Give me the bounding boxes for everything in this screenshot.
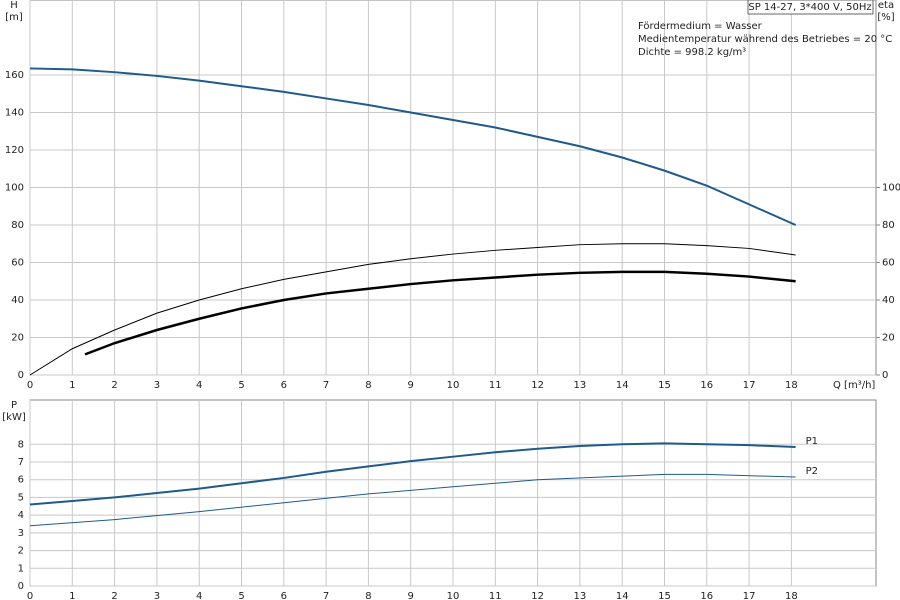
- y-tick-label: 0: [18, 581, 24, 592]
- x-tick-label: 1: [69, 591, 75, 600]
- y2-axis-label: eta: [878, 0, 894, 11]
- x-tick-label: 3: [154, 380, 160, 391]
- series-line: [29, 67, 797, 226]
- x-tick-label: 15: [658, 380, 671, 391]
- x-tick-label: 1: [69, 380, 75, 391]
- y-axis-unit: [kW]: [2, 412, 26, 423]
- series-line: [29, 442, 796, 506]
- x-tick-label: 5: [238, 591, 244, 600]
- x-tick-label: 13: [574, 591, 587, 600]
- x-tick-label: 4: [196, 380, 202, 391]
- y2-tick-label: 40: [882, 295, 895, 306]
- x-tick-label: 13: [574, 380, 587, 391]
- x-tick-label: 14: [616, 591, 629, 600]
- x-tick-label: 7: [323, 591, 329, 600]
- x-tick-label: 18: [785, 380, 798, 391]
- x-tick-label: 9: [408, 380, 414, 391]
- x-tick-label: 2: [111, 591, 117, 600]
- y-tick-label: 2: [18, 546, 24, 557]
- series-label: P1: [806, 436, 818, 447]
- x-tick-label: 9: [408, 591, 414, 600]
- y-tick-label: 8: [18, 439, 24, 450]
- series-line: [84, 270, 796, 356]
- x-tick-label: 2: [111, 380, 117, 391]
- x-tick-label: 6: [281, 591, 287, 600]
- x-tick-label: 18: [785, 591, 798, 600]
- x-tick-label: 8: [365, 591, 371, 600]
- y2-tick-label: 0: [882, 370, 888, 381]
- y-axis-label: P: [11, 400, 17, 411]
- y-tick-label: 4: [18, 510, 24, 521]
- y-tick-label: 120: [5, 145, 24, 156]
- y2-axis-unit: [%]: [877, 12, 894, 23]
- x-tick-label: 0: [27, 380, 33, 391]
- x-tick-label: 10: [447, 380, 460, 391]
- x-tick-label: 14: [616, 380, 629, 391]
- x-tick-label: 8: [365, 380, 371, 391]
- y-tick-label: 100: [5, 183, 24, 194]
- x-tick-label: 4: [196, 591, 202, 600]
- y-tick-label: 20: [11, 333, 24, 344]
- x-tick-label: 7: [323, 380, 329, 391]
- series-line: [29, 473, 796, 527]
- x-tick-label: 3: [154, 591, 160, 600]
- y-axis-label: H: [10, 0, 18, 11]
- y-tick-label: 5: [18, 492, 24, 503]
- series-label: P2: [806, 466, 818, 477]
- y-tick-label: 60: [11, 258, 24, 269]
- y2-tick-label: 60: [882, 258, 895, 269]
- x-tick-label: 0: [27, 591, 33, 600]
- y-tick-label: 140: [5, 108, 24, 119]
- chart-title: SP 14-27, 3*400 V, 50Hz: [748, 2, 871, 13]
- x-tick-label: 10: [447, 591, 460, 600]
- y-axis-unit: [m]: [5, 12, 23, 23]
- x-tick-label: 12: [531, 380, 544, 391]
- y-tick-label: 40: [11, 295, 24, 306]
- y-tick-label: 80: [11, 220, 24, 231]
- y2-tick-label: 100: [882, 183, 900, 194]
- series-line: [29, 243, 796, 376]
- x-tick-label: 11: [489, 380, 502, 391]
- annotation: Medientemperatur während des Betriebes =…: [638, 34, 892, 45]
- y-tick-label: 160: [5, 70, 24, 81]
- y2-tick-label: 20: [882, 333, 895, 344]
- y2-tick-label: 80: [882, 220, 895, 231]
- annotation: Fördermedium = Wasser: [638, 21, 763, 32]
- y-tick-label: 7: [18, 457, 24, 468]
- title-box: [747, 0, 874, 15]
- annotation: Dichte = 998.2 kg/m³: [638, 47, 746, 58]
- y-tick-label: 1: [18, 563, 24, 574]
- x-tick-label: 5: [238, 380, 244, 391]
- x-tick-label: 16: [700, 380, 713, 391]
- x-tick-label: 6: [281, 380, 287, 391]
- y-tick-label: 6: [18, 475, 24, 486]
- x-tick-label: 12: [531, 591, 544, 600]
- x-tick-label: 17: [743, 591, 756, 600]
- y-tick-label: 3: [18, 528, 24, 539]
- x-tick-label: 16: [700, 591, 713, 600]
- x-tick-label: 15: [658, 591, 671, 600]
- x-tick-label: 11: [489, 591, 502, 600]
- x-axis-label: Q [m³/h]: [833, 380, 875, 391]
- x-tick-label: 17: [743, 380, 756, 391]
- y-tick-label: 0: [18, 370, 24, 381]
